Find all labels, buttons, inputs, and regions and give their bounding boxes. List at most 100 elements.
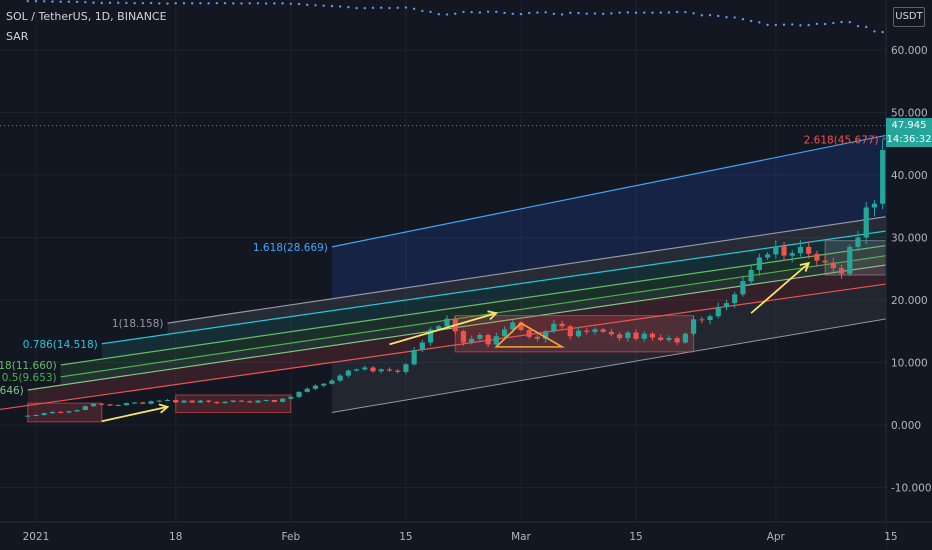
sar-dot <box>338 5 342 8</box>
arrow-head <box>487 310 499 321</box>
sar-dot <box>486 10 490 13</box>
sar-dot <box>643 11 646 14</box>
triangle-pattern <box>494 322 566 348</box>
sar-dot <box>92 1 95 4</box>
sar-dot <box>141 1 145 5</box>
candle-body <box>173 400 179 403</box>
sar-dot <box>503 11 506 15</box>
sar-dot <box>618 11 621 14</box>
fib-zone-fills <box>27 120 932 413</box>
sar-dot <box>445 13 449 16</box>
lower-band-line <box>331 310 932 413</box>
candle-body <box>33 415 39 416</box>
candle-body <box>164 400 171 401</box>
candle-body <box>197 400 203 403</box>
candle-body <box>666 338 672 340</box>
candle-body <box>395 370 401 372</box>
candle-body <box>600 329 606 332</box>
symbol-title[interactable]: SOL / TetherUS, 1D, BINANCE <box>6 10 167 23</box>
sar-dot <box>823 22 827 26</box>
candle-body <box>822 260 828 263</box>
fib-zone-fill <box>60 249 932 386</box>
candle-body <box>543 331 549 339</box>
candle-body <box>781 246 787 256</box>
sar-dot <box>421 9 424 13</box>
sar-dot <box>166 2 169 5</box>
candle-body <box>222 401 228 404</box>
fib-zone-fill <box>27 258 932 406</box>
sar-dot <box>412 7 416 11</box>
candle-body <box>830 262 836 269</box>
sar-dot <box>675 10 679 14</box>
fib-line <box>167 209 932 324</box>
sar-indicator-label[interactable]: SAR <box>6 30 29 43</box>
sar-dot <box>733 16 736 19</box>
fib-line <box>0 276 932 411</box>
sar-dot <box>26 0 29 3</box>
sar-dot <box>478 11 482 14</box>
x-tick-label: 15 <box>399 531 412 543</box>
sar-dot <box>437 12 440 16</box>
sar-dot <box>199 2 202 5</box>
candle-body <box>658 337 664 340</box>
sar-dot <box>232 2 235 5</box>
sar-dot <box>454 12 457 15</box>
sar-dot <box>651 11 654 14</box>
candle-body <box>764 254 771 258</box>
time-axis-area[interactable] <box>0 522 886 550</box>
sar-dot <box>782 23 786 26</box>
candle-body <box>189 400 195 403</box>
candle-body <box>49 411 56 414</box>
candle-body <box>773 246 779 255</box>
candle-body <box>255 400 261 403</box>
candle-body <box>649 333 656 338</box>
candle-body <box>25 415 31 417</box>
candle-body <box>288 396 294 399</box>
candle-body <box>707 316 713 320</box>
sar-dot <box>544 11 547 14</box>
candle-body <box>370 367 376 372</box>
candle-body <box>493 336 499 345</box>
price-axis-area[interactable] <box>886 0 932 522</box>
sar-dot <box>511 12 514 16</box>
candle-body <box>66 411 72 413</box>
candle-body <box>584 330 590 332</box>
sar-dot <box>881 30 884 34</box>
sar-dot <box>749 19 753 23</box>
candle-body <box>551 323 557 332</box>
arrow-head <box>158 403 170 414</box>
sar-dot <box>856 24 860 28</box>
x-tick-label: Mar <box>511 531 531 543</box>
sar-dot <box>355 6 358 10</box>
consolidation-box <box>27 402 103 423</box>
candle-body <box>362 367 368 370</box>
candle-body <box>419 342 425 350</box>
sar-dot <box>626 11 630 14</box>
candle-body <box>575 330 582 337</box>
sar-dot <box>100 1 103 5</box>
sar-dot <box>67 0 71 3</box>
sar-dot <box>322 4 325 7</box>
candle-body <box>617 334 623 339</box>
candle-body <box>526 330 532 337</box>
currency-unit-button[interactable]: USDT <box>893 7 925 27</box>
sar-dot <box>560 13 564 16</box>
candle-body <box>756 257 762 270</box>
candle-body <box>567 326 573 337</box>
candle-body <box>132 402 138 404</box>
trend-arrow <box>750 262 810 314</box>
sar-dot <box>306 3 309 7</box>
candle-body <box>534 336 541 339</box>
candle-body <box>485 335 491 345</box>
sar-dot <box>51 0 54 3</box>
candle-body <box>263 400 269 401</box>
lower-band-fill <box>331 277 932 413</box>
fib-level-label: 0.618(11.660) <box>0 360 57 372</box>
sar-dot <box>766 23 769 27</box>
candle-body <box>403 364 409 372</box>
fib-level-label: 0.5(9.653) <box>2 372 57 384</box>
sar-dot <box>519 12 523 16</box>
x-tick-label: 2021 <box>23 531 50 543</box>
